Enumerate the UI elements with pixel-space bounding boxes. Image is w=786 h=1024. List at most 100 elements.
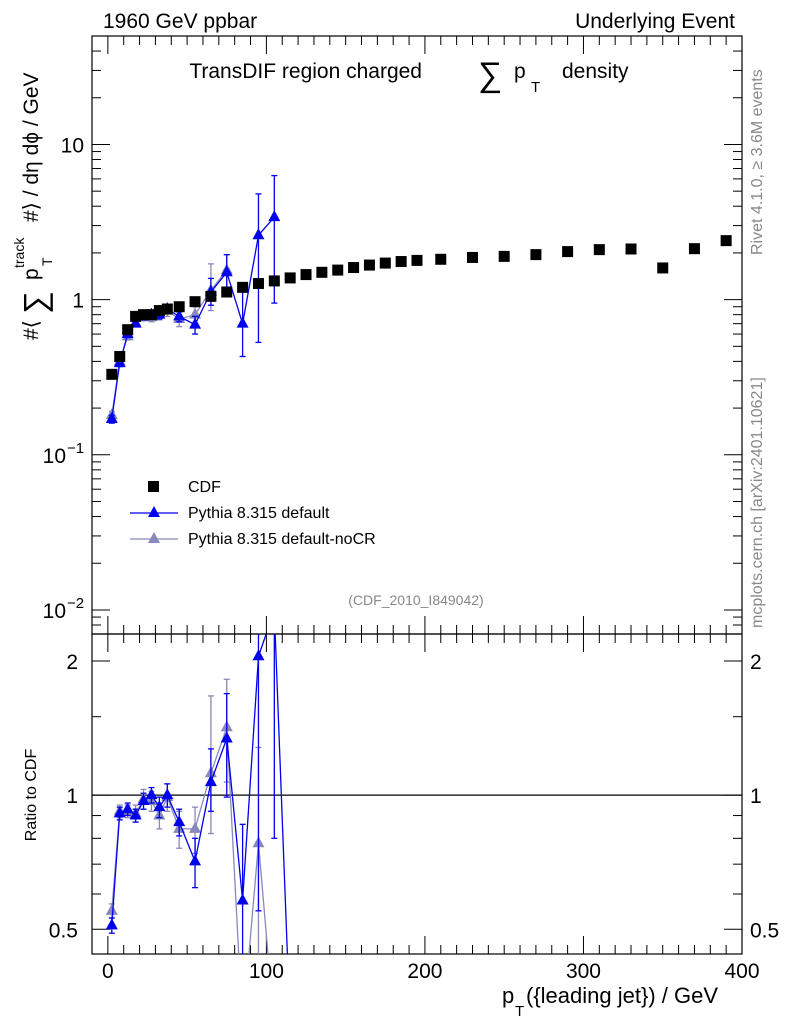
ratio-point-triangle xyxy=(137,794,150,806)
x-axis-label-p: p xyxy=(502,983,514,1008)
data-point-square xyxy=(145,309,157,321)
ratio-y-axis-label: Ratio to CDF xyxy=(23,749,40,842)
data-point-square xyxy=(300,269,312,281)
data-point-square xyxy=(268,275,280,287)
data-point-square xyxy=(161,303,173,315)
header-left: 1960 GeV ppbar xyxy=(103,10,257,33)
data-point-triangle xyxy=(105,412,118,424)
ratio-point-triangle xyxy=(236,893,249,905)
rivet-version-text: Rivet 4.1.0, ≥ 3.6M events xyxy=(749,69,766,255)
ratio-y-tick-label: 0.5 xyxy=(49,919,78,942)
data-point-square xyxy=(562,246,574,258)
y-tick-label: 10 xyxy=(43,600,66,623)
data-point-square xyxy=(106,368,118,380)
data-point-square xyxy=(379,257,391,269)
x-axis-label-sub: T xyxy=(515,1003,524,1020)
legend-label-default: Pythia 8.315 default xyxy=(188,505,330,522)
ratio-point-triangle xyxy=(220,731,233,743)
y-tick-exponent: −1 xyxy=(67,440,84,457)
ratio-y-tick-label: 1 xyxy=(66,785,78,808)
analysis-id: (CDF_2010_I849042) xyxy=(348,592,483,608)
x-tick-label: 200 xyxy=(407,960,442,983)
data-point-square xyxy=(466,251,478,263)
data-point-square xyxy=(332,264,344,276)
legend-label-cdf: CDF xyxy=(188,479,221,496)
data-point-square xyxy=(284,272,296,284)
data-point-square xyxy=(221,286,233,298)
ylabel-sup: track xyxy=(11,237,27,268)
ratio-point-triangle xyxy=(121,802,134,814)
ratio-y-tick-label: 2 xyxy=(66,651,78,674)
ratio-point-triangle xyxy=(189,854,202,866)
main-title: TransDIF region charged xyxy=(189,60,422,83)
ratio-point-triangle xyxy=(113,806,126,818)
data-point-square xyxy=(435,253,447,265)
ylabel-p: p xyxy=(20,268,43,280)
data-point-square xyxy=(138,309,150,321)
data-point-square xyxy=(316,266,328,278)
y-tick-exponent: −2 xyxy=(67,595,84,612)
ratio-y-tick-label-right: 2 xyxy=(750,651,762,674)
y-tick-label: 10 xyxy=(61,134,84,157)
data-point-square xyxy=(530,249,542,261)
y-tick-label: 10 xyxy=(43,445,66,468)
ratio-point-triangle xyxy=(189,821,202,833)
ylabel-sub: T xyxy=(39,257,55,266)
data-point-square xyxy=(237,281,249,293)
ratio-point-triangle xyxy=(105,903,118,915)
mcplots-credit-text: mcplots.cern.ch [arXiv:2401.10621] xyxy=(749,377,766,628)
x-tick-label: 300 xyxy=(566,960,601,983)
legend: CDF Pythia 8.315 default Pythia 8.315 de… xyxy=(130,479,376,548)
main-series-layer xyxy=(105,174,732,424)
ratio-point-triangle xyxy=(145,788,158,800)
data-point-square xyxy=(189,296,201,308)
ratio-series-layer xyxy=(105,634,289,954)
x-tick-label: 400 xyxy=(724,960,759,983)
data-point-square xyxy=(122,324,134,336)
y-tick-label: 1 xyxy=(72,290,84,313)
header-right: Underlying Event xyxy=(575,10,735,33)
data-point-square xyxy=(252,278,264,290)
ratio-y-tick-label-right: 1 xyxy=(750,785,762,808)
ratio-y-tick-label-right: 0.5 xyxy=(750,919,779,942)
data-point-triangle xyxy=(236,316,249,328)
data-point-square xyxy=(130,310,142,322)
data-point-square xyxy=(688,243,700,255)
data-point-square xyxy=(625,243,637,255)
data-point-square xyxy=(720,235,732,247)
ratio-point-triangle xyxy=(129,808,142,820)
data-point-square xyxy=(657,262,669,274)
data-point-triangle xyxy=(252,228,265,240)
main-title-p: p xyxy=(514,60,526,83)
data-point-square xyxy=(395,256,407,268)
data-point-square xyxy=(153,305,165,317)
ratio-point-triangle xyxy=(105,918,118,930)
ylabel-rest: #⟩ / dη dϕ / GeV xyxy=(20,72,43,222)
ratio-point-triangle xyxy=(252,649,265,661)
legend-marker-default xyxy=(148,506,160,517)
ratio-plot-frame xyxy=(91,633,743,955)
data-point-triangle xyxy=(268,210,281,222)
data-point-square xyxy=(498,250,510,262)
x-axis-label-rest: ({leading jet}) / GeV xyxy=(526,983,718,1008)
legend-label-nocr: Pythia 8.315 default-noCR xyxy=(188,531,376,548)
svg-text:#⟨: #⟨ xyxy=(20,320,43,340)
legend-marker-cdf xyxy=(148,481,159,492)
data-point-triangle xyxy=(189,317,202,329)
ratio-point-triangle xyxy=(153,800,166,812)
main-title-sum-symbol: ∑ xyxy=(478,56,502,94)
ratio-point-triangle xyxy=(173,815,186,827)
legend-marker-nocr xyxy=(148,532,160,543)
main-title-density: density xyxy=(562,60,629,83)
data-point-square xyxy=(348,262,360,274)
ratio-axis-ticks: 0 100 200 300 400 2 2 1 1 0.5 0.5 xyxy=(49,634,779,983)
data-point-square xyxy=(205,290,217,302)
main-y-axis-label: #⟨ ∑ p T track #⟩ / dη dϕ / GeV xyxy=(11,72,55,340)
ratio-point-triangle xyxy=(161,788,174,800)
data-point-square xyxy=(593,244,605,256)
data-point-triangle xyxy=(220,265,233,277)
data-point-square xyxy=(114,351,126,363)
x-tick-label: 0 xyxy=(102,960,114,983)
